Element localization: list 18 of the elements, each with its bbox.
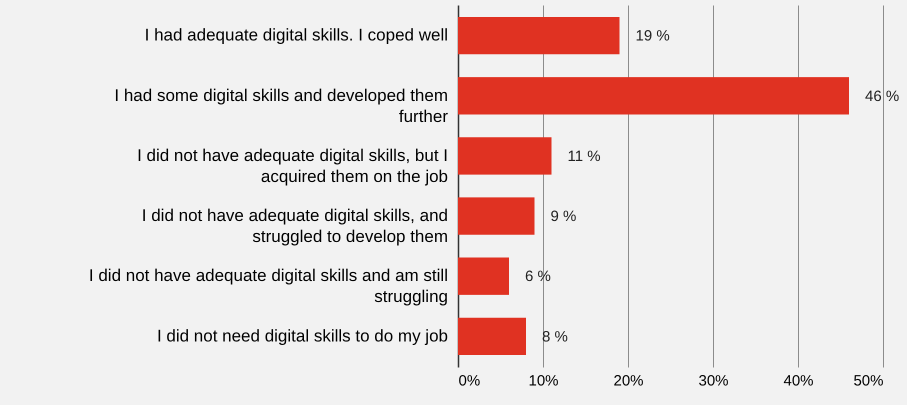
data-label: 9 % [550,208,576,226]
data-label: 11 % [568,148,601,165]
y-tick-label: I did not have adequate digital skills, but I acquired them on the job [137,146,448,186]
x-tick-label: 10% [528,372,559,390]
y-tick-label: I did not have adequate digital skills and am still struggling [88,266,448,306]
data-label: 46 % [865,88,900,105]
data-label: 19 % [636,28,670,45]
x-tick-label: 40% [783,372,814,390]
y-tick-label: I did not have adequate digital skills, and struggled to develop them [142,206,448,246]
y-tick-label: I had adequate digital skills. I coped well [144,26,448,45]
data-label: 8 % [542,328,568,346]
x-tick-label: 30% [698,372,729,390]
y-tick-label: I had some digital skills and developed them further [114,86,448,126]
x-tick-label: 20% [613,372,644,390]
data-label: 6 % [525,268,551,286]
y-tick-label: I did not need digital skills to do my job [156,326,448,346]
x-tick-label: 0% [458,372,480,390]
x-tick-label: 50% [853,372,884,390]
